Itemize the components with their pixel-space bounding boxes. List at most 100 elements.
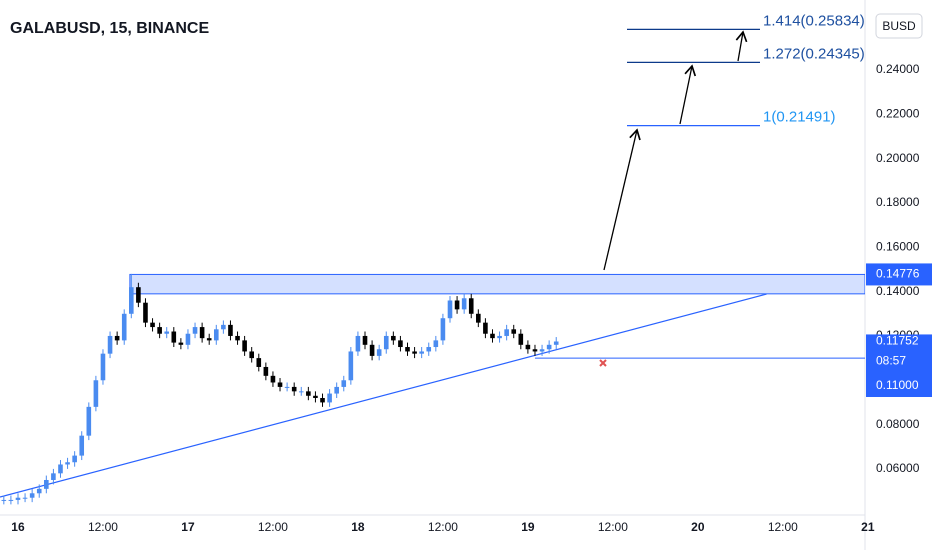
candle-body <box>476 313 481 323</box>
candle-body <box>164 331 170 334</box>
support-badge-label: 0.11000 <box>876 378 919 392</box>
y-tick-label: 0.08000 <box>876 417 920 431</box>
x-tick-label: 20 <box>691 520 705 534</box>
candle-body <box>355 335 361 352</box>
candle-body <box>313 395 318 398</box>
candle-body <box>150 322 155 328</box>
candle-body <box>157 327 162 334</box>
candle-body <box>284 386 290 388</box>
candle-body <box>143 302 148 323</box>
arrow <box>679 64 697 125</box>
candle-body <box>518 333 524 345</box>
candle-body <box>454 300 460 310</box>
last-price-label: 0.11752 <box>876 334 919 348</box>
candle-body <box>178 342 184 345</box>
candle-body <box>58 464 63 474</box>
cross-marker <box>599 359 607 367</box>
candle-body <box>433 340 439 348</box>
candle-body <box>426 347 432 352</box>
candle-body <box>277 382 283 387</box>
candle-body <box>249 351 254 359</box>
candle-body <box>44 479 49 489</box>
candle-body <box>497 335 502 339</box>
target-label: 1.272(0.24345) <box>763 45 865 62</box>
x-tick-label: 12:00 <box>768 520 798 534</box>
y-tick-label: 0.16000 <box>876 239 920 253</box>
candle-body <box>398 340 403 348</box>
candle-body <box>93 380 99 407</box>
x-tick-label: 21 <box>861 520 875 534</box>
candle-body <box>532 349 538 352</box>
candle-body <box>242 340 247 352</box>
candle-body <box>440 318 446 341</box>
currency-box[interactable] <box>875 13 923 39</box>
candle-body <box>79 435 85 456</box>
candle-body <box>369 344 375 356</box>
candle-body <box>29 493 35 498</box>
candle-body <box>362 335 368 345</box>
candle-body <box>546 344 552 350</box>
resistance-zone <box>129 273 865 295</box>
candle-body <box>341 380 347 387</box>
candle-body <box>334 386 339 394</box>
candle-body <box>107 335 113 354</box>
candle-body <box>327 393 332 403</box>
candle-body <box>306 391 311 396</box>
candle-body <box>171 331 177 343</box>
candle-body <box>36 488 42 494</box>
candle-body <box>100 353 106 381</box>
candle-body <box>270 375 276 383</box>
candle-body <box>213 329 219 341</box>
candle-body <box>136 287 141 303</box>
candle-body <box>468 298 474 314</box>
candle-body <box>490 333 495 339</box>
x-tick-label: 17 <box>181 520 195 534</box>
countdown: 08:57 <box>876 354 906 368</box>
candle-body <box>412 351 417 354</box>
candle-body <box>263 366 269 376</box>
candle-body <box>256 358 262 367</box>
candle-body <box>447 300 453 319</box>
candle-body <box>539 349 545 352</box>
currency[interactable]: BUSD <box>882 19 916 33</box>
candle-body <box>391 335 396 341</box>
y-tick-label: 0.06000 <box>876 461 920 475</box>
candle-body <box>51 473 56 480</box>
candle-body <box>15 497 21 500</box>
candle-body <box>525 344 531 350</box>
candle-body <box>22 497 28 499</box>
candle-body <box>298 391 304 393</box>
target-label: 1.414(0.25834) <box>763 12 865 29</box>
candle-body <box>461 298 467 310</box>
candle-body <box>235 335 240 341</box>
chart-title: GALABUSD, 15, BINANCE <box>10 20 209 37</box>
y-tick-label: 0.22000 <box>876 107 920 121</box>
x-tick-label: 12:00 <box>598 520 628 534</box>
y-tick-label: 0.20000 <box>876 151 920 165</box>
x-tick-label: 16 <box>11 520 25 534</box>
candle-body <box>291 386 297 392</box>
arrow <box>735 30 748 62</box>
candle-body <box>348 351 354 381</box>
x-tick-label: 19 <box>521 520 535 534</box>
candle-body <box>114 335 120 341</box>
candle-body <box>483 322 488 334</box>
candle-body <box>65 462 70 465</box>
x-tick-label: 18 <box>351 520 365 534</box>
candle-body <box>419 351 424 354</box>
candle-body <box>121 313 127 341</box>
candle-body <box>72 455 77 463</box>
y-tick-label: 0.24000 <box>876 62 920 76</box>
target-label: 1(0.21491) <box>763 109 836 126</box>
candle-body <box>320 397 325 403</box>
x-tick-label: 12:00 <box>88 520 118 534</box>
candle-body <box>221 324 226 330</box>
candle-body <box>86 406 92 436</box>
y-tick-label: 0.18000 <box>876 195 920 209</box>
zone-badge <box>866 263 932 286</box>
candle-body <box>8 499 14 501</box>
y-tick-label: 0.14000 <box>876 284 920 298</box>
candle-body <box>206 338 212 341</box>
candle-body <box>199 327 205 339</box>
